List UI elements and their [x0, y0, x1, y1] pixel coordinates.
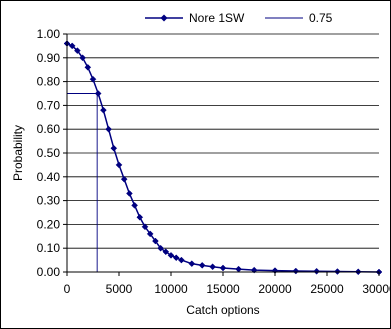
data-point — [115, 161, 123, 169]
legend: Nore 1SW 0.75 — [145, 11, 333, 25]
x-tick-label: 30000 — [362, 282, 391, 296]
x-tick-label: 0 — [64, 282, 71, 296]
data-point — [89, 75, 97, 83]
x-tick-label: 5000 — [106, 282, 133, 296]
series-line-1 — [66, 42, 380, 273]
y-tick-label: 0.90 — [37, 51, 61, 65]
data-point — [235, 265, 242, 273]
data-point — [84, 63, 92, 71]
data-point — [157, 244, 164, 252]
data-point — [219, 264, 227, 272]
series-layer — [63, 40, 383, 276]
data-point — [126, 190, 133, 197]
data-point — [105, 125, 112, 133]
data-point — [313, 267, 320, 275]
data-point — [120, 175, 128, 183]
y-tick-label: 0.80 — [37, 75, 61, 89]
x-axis-title: Catch options — [186, 303, 259, 317]
x-tick-label: 25000 — [310, 282, 344, 296]
data-point — [188, 260, 196, 268]
data-point — [68, 42, 76, 50]
y-tick-label: 0.30 — [37, 194, 61, 208]
legend-label-1: Nore 1SW — [189, 11, 245, 25]
axes: 0.00 0.10 0.20 0.30 0.40 0.50 0.60 0.70 0.80 0.90… — [37, 27, 391, 296]
x-tick-label: 10000 — [154, 282, 188, 296]
legend-marker — [160, 14, 168, 22]
legend-label-2: 0.75 — [309, 11, 333, 25]
x-tick-label: 15000 — [206, 282, 240, 296]
data-point — [74, 47, 81, 55]
y-tick-label: 0.00 — [37, 265, 61, 279]
data-point — [198, 261, 206, 269]
data-point — [209, 263, 216, 271]
y-tick-label: 0.50 — [37, 146, 61, 160]
y-tick-label: 0.40 — [37, 170, 61, 184]
data-point — [110, 144, 118, 152]
data-point — [94, 90, 102, 97]
data-point — [178, 256, 185, 264]
data-point — [141, 223, 149, 231]
y-axis-title: Probability — [11, 125, 25, 181]
data-point — [136, 213, 144, 221]
y-tick-label: 0.60 — [37, 122, 61, 136]
data-point — [167, 251, 175, 259]
y-tick-label: 0.10 — [37, 241, 61, 255]
data-point — [100, 106, 107, 114]
data-point — [146, 230, 154, 238]
y-tick-label: 1.00 — [37, 27, 61, 41]
x-tick-label: 20000 — [258, 282, 292, 296]
data-point — [292, 267, 300, 275]
data-point — [162, 248, 170, 256]
y-tick-label: 0.20 — [37, 217, 61, 231]
data-point — [172, 254, 180, 262]
series-line-2 — [67, 93, 98, 272]
data-point — [131, 202, 138, 209]
data-point — [79, 54, 86, 62]
grid-lines — [67, 33, 379, 249]
y-tick-label: 0.70 — [37, 98, 61, 112]
data-point — [152, 237, 159, 245]
